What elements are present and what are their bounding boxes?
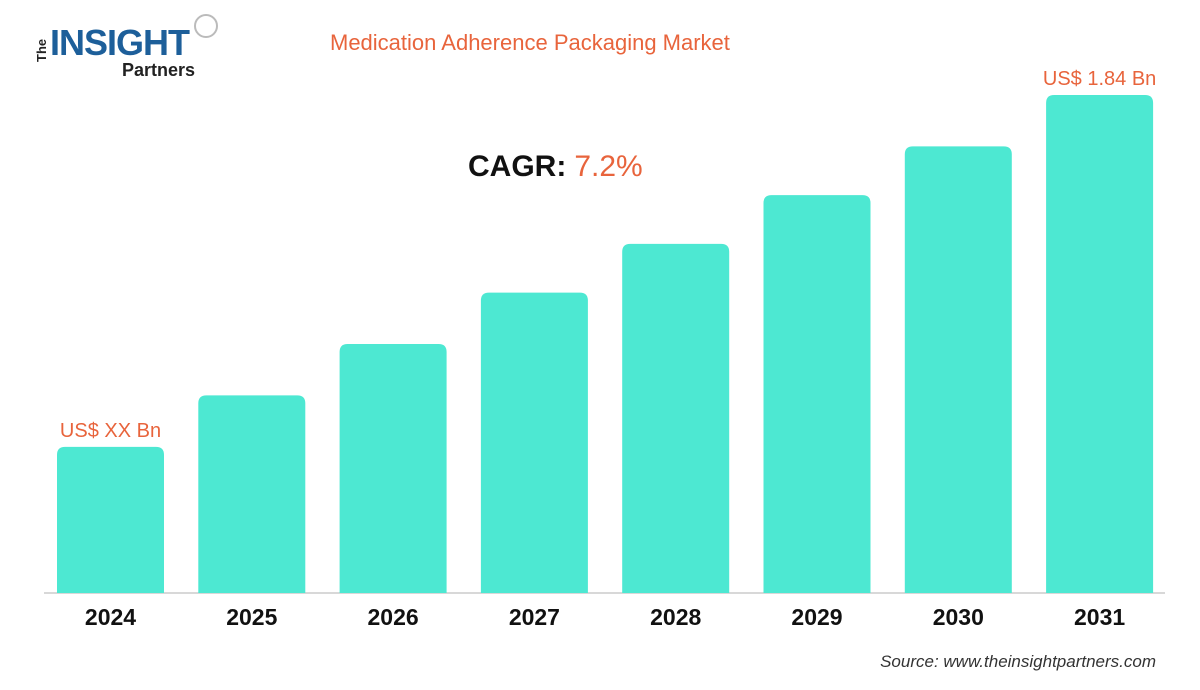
cagr: CAGR: 7.2% xyxy=(468,150,643,184)
magnifier-icon xyxy=(194,14,218,38)
chart-title: Medication Adherence Packaging Market xyxy=(330,30,730,55)
source-note: Source: www.theinsightpartners.com xyxy=(880,652,1156,671)
data-label-2031: US$ 1.84 Bn xyxy=(1043,68,1156,90)
logo-main: INSIGHT xyxy=(50,22,190,63)
bar-2031 xyxy=(1046,95,1154,593)
cagr-value: 7.2% xyxy=(574,150,643,183)
bar-2027 xyxy=(480,292,588,593)
cagr-label: CAGR: xyxy=(468,150,567,183)
x-tick-label-2031: 2031 xyxy=(1074,604,1125,630)
insight-partners-logo: The INSIGHT Partners xyxy=(34,14,234,84)
bar-2029 xyxy=(763,195,871,594)
bar-2025 xyxy=(198,395,306,593)
x-tick-label-2027: 2027 xyxy=(509,604,560,630)
bar-2024 xyxy=(57,446,164,593)
data-label-2024: US$ XX Bn xyxy=(60,420,161,442)
bar-2030 xyxy=(904,146,1012,593)
bar-2028 xyxy=(622,243,730,593)
x-tick-label-2026: 2026 xyxy=(368,604,419,630)
x-tick-label-2025: 2025 xyxy=(226,604,277,630)
logo-sub: Partners xyxy=(122,60,196,80)
x-tick-label-2024: 2024 xyxy=(85,604,136,630)
bar-2026 xyxy=(339,344,447,593)
x-tick-label-2028: 2028 xyxy=(650,604,701,630)
x-tick-label-2029: 2029 xyxy=(791,604,842,630)
x-tick-label-2030: 2030 xyxy=(933,604,984,630)
